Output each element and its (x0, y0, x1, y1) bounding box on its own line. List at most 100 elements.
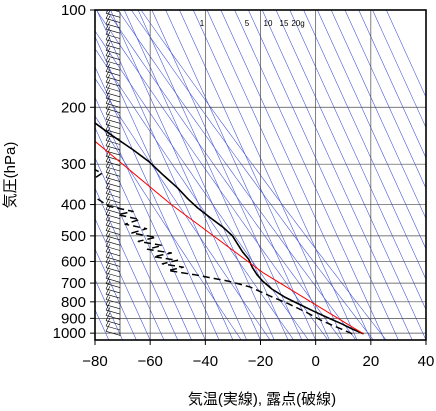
reference-line-line (95, 140, 364, 335)
wind-barbs (105, 10, 121, 336)
wind-barb-flag (105, 158, 111, 168)
wind-barb-flag (105, 259, 111, 268)
mixing-ratio-line (95, 77, 271, 340)
mixing-ratio-line (95, 115, 242, 340)
wind-barb-flag (105, 264, 111, 274)
wind-barb-flag (105, 227, 111, 237)
x-tick-label: 40 (418, 353, 435, 370)
y-tick-label: 100 (61, 2, 86, 19)
isotherm (137, 10, 289, 340)
y-tick-label: 800 (61, 294, 86, 311)
isotherm (248, 10, 399, 340)
isotherm (95, 66, 220, 340)
mixing-ratio-labels: 1 5 10 15 20g (200, 19, 305, 28)
mixing-ratio-lines (95, 10, 387, 340)
wind-barb-flag (105, 79, 111, 88)
wind-barb-flag (105, 190, 111, 199)
isotherm (179, 10, 330, 340)
mixing-ratio-line (131, 10, 374, 340)
wind-barb-flag (105, 121, 111, 131)
y-tick-label: 400 (61, 197, 86, 214)
wind-barb-flag (105, 185, 111, 194)
wind-barb-flag (105, 153, 111, 162)
isotherm (95, 187, 165, 340)
y-tick-label: 600 (61, 253, 86, 270)
wind-barb-flag (105, 217, 111, 226)
wind-barb-flag (105, 116, 111, 125)
wind-barb-flag (105, 42, 111, 51)
mixing-ratio-label: 1 (200, 19, 205, 28)
wind-barb-flag (105, 36, 111, 46)
wind-barb-flag (105, 296, 111, 305)
isotherm (386, 10, 426, 98)
wind-barb-flag (105, 164, 111, 173)
wind-barb-flag (105, 307, 111, 316)
wind-barb-flag (105, 291, 111, 300)
x-tick-label: −60 (137, 353, 162, 370)
wind-barb-flag (105, 286, 111, 295)
y-tick-label: 700 (61, 275, 86, 292)
isotherm (330, 10, 426, 220)
isotherm (317, 10, 426, 250)
mixing-ratio-line (96, 10, 329, 340)
wind-barb-flag (105, 127, 111, 136)
wind-barb-flag (105, 248, 111, 258)
x-tick-label: −20 (248, 353, 273, 370)
wind-barb-flag (105, 243, 111, 252)
x-tick-label: 20 (362, 353, 379, 370)
wind-barb-flag (105, 58, 111, 67)
isotherm (303, 10, 426, 280)
wind-barb-flag (105, 26, 111, 35)
x-tick-label: −80 (82, 353, 107, 370)
mixing-ratio-label: 20g (291, 19, 304, 28)
axis-ticks (90, 9, 427, 345)
wind-barb-flag (105, 317, 111, 327)
isotherm (220, 10, 372, 340)
isotherm (165, 10, 316, 340)
wind-barb-flag (105, 100, 111, 109)
wind-barb-flag (105, 211, 111, 221)
wind-barb-flag (105, 74, 111, 83)
isotherm (275, 10, 426, 340)
wind-barb-flag (105, 137, 111, 146)
mixing-ratio-label: 5 (245, 19, 250, 28)
y-tick-label: 300 (61, 156, 86, 173)
wind-barb-flag (105, 21, 111, 30)
y-tick-label: 900 (61, 310, 86, 327)
mixing-ratio-line (95, 48, 294, 340)
mixing-ratio-label: 15 (280, 19, 289, 28)
isotherm-lines (95, 10, 426, 340)
y-tick-label: 1000 (53, 325, 86, 342)
mixing-ratio-line (140, 10, 387, 340)
wind-barb-flag (105, 95, 111, 104)
wind-barb-flag (105, 180, 111, 189)
mixing-ratio-line (106, 10, 342, 340)
wind-barb-flag (105, 206, 111, 215)
isotherm (261, 10, 413, 340)
wind-barb-flag (105, 238, 111, 247)
wind-barb (111, 10, 121, 13)
isotherm (95, 35, 234, 340)
x-tick-labels: −80 −60 −40 −20 0 20 40 (82, 353, 434, 370)
mixing-ratio-line (95, 30, 309, 340)
isotherm (124, 10, 275, 340)
isotherm (95, 278, 123, 340)
temperature-line (95, 122, 364, 335)
dewpoint-line (95, 168, 353, 335)
isotherm (110, 10, 261, 340)
sounding-series (95, 122, 364, 335)
wind-barb-flag (105, 10, 108, 14)
isotherm (96, 10, 247, 340)
wind-barb-flag (105, 68, 111, 78)
wind-barb-flag (105, 301, 111, 311)
y-axis-title: 気圧(hPa) (2, 142, 19, 209)
wind-barb (105, 331, 121, 336)
wind-barb-flag (105, 111, 111, 120)
wind-barb-flag (105, 275, 111, 284)
wind-barb-flag (105, 142, 111, 152)
mixing-ratio-line (117, 10, 357, 340)
wind-barb-flag (105, 233, 111, 242)
